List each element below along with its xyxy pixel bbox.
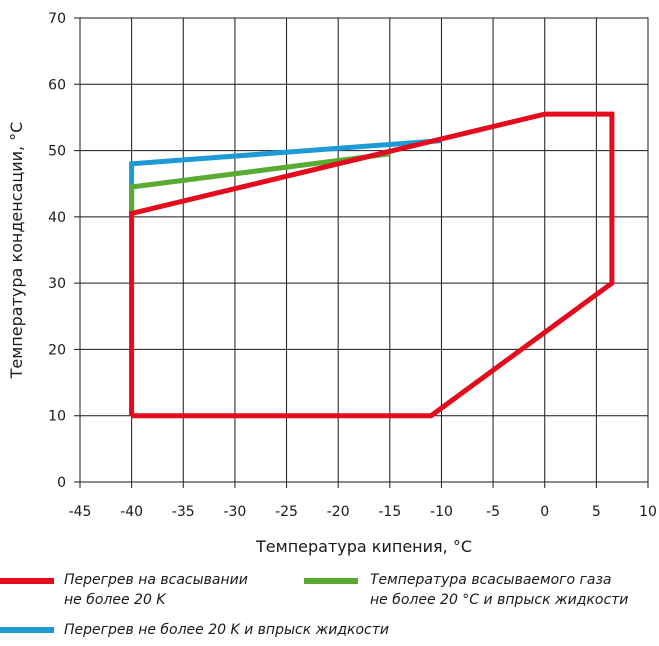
x-axis-title: Температура кипения, °C xyxy=(255,537,472,556)
plot-frame xyxy=(79,17,649,483)
y-tick-label: 20 xyxy=(48,342,66,358)
x-tick-label: -25 xyxy=(275,504,298,520)
x-tick-label: 0 xyxy=(540,504,549,520)
x-tick-labels: -45 -40 -35 -30 -25 -20 -15 -10 -5 0 5 10 xyxy=(69,504,657,520)
y-tick-label: 10 xyxy=(48,409,66,425)
legend: Перегрев на всасывании не более 20 K Тем… xyxy=(0,566,659,646)
series-lines xyxy=(129,111,615,419)
x-tick-label: -20 xyxy=(327,504,350,520)
y-tick-label: 30 xyxy=(48,276,66,292)
x-tick-label: -10 xyxy=(430,504,453,520)
x-tick-label: -35 xyxy=(172,504,195,520)
x-tick-label: 5 xyxy=(592,504,601,520)
plot-area xyxy=(80,18,648,482)
x-tick-label: -40 xyxy=(120,504,143,520)
series-line-suction-gas xyxy=(129,151,391,214)
y-tick-label: 40 xyxy=(48,210,66,226)
y-tick-label: 60 xyxy=(48,77,66,93)
legend-swatch-green xyxy=(304,578,358,584)
legend-label-suction-gas: Температура всасываемого газа не более 2… xyxy=(370,572,629,608)
legend-label-superheat-injection: Перегрев не более 20 K и впрыск жидкости xyxy=(64,622,389,638)
x-tick-label: 10 xyxy=(639,504,657,520)
legend-swatch-red xyxy=(0,578,54,584)
legend-swatch-blue xyxy=(0,627,54,633)
y-tick-label: 50 xyxy=(48,144,66,160)
x-tick-label: -45 xyxy=(69,504,92,520)
y-tick-label: 70 xyxy=(48,11,66,27)
y-tick-labels: 0 10 20 30 40 50 60 70 xyxy=(48,11,66,491)
y-tick-label: 0 xyxy=(57,475,66,491)
x-tick-label: -30 xyxy=(223,504,246,520)
x-tick-label: -15 xyxy=(378,504,401,520)
y-axis-title: Температура конденсации, °C xyxy=(7,122,26,380)
series-line-superheat xyxy=(129,111,615,419)
legend-label-superheat: Перегрев на всасывании не более 20 K xyxy=(64,572,248,608)
x-tick-label: -5 xyxy=(486,504,500,520)
